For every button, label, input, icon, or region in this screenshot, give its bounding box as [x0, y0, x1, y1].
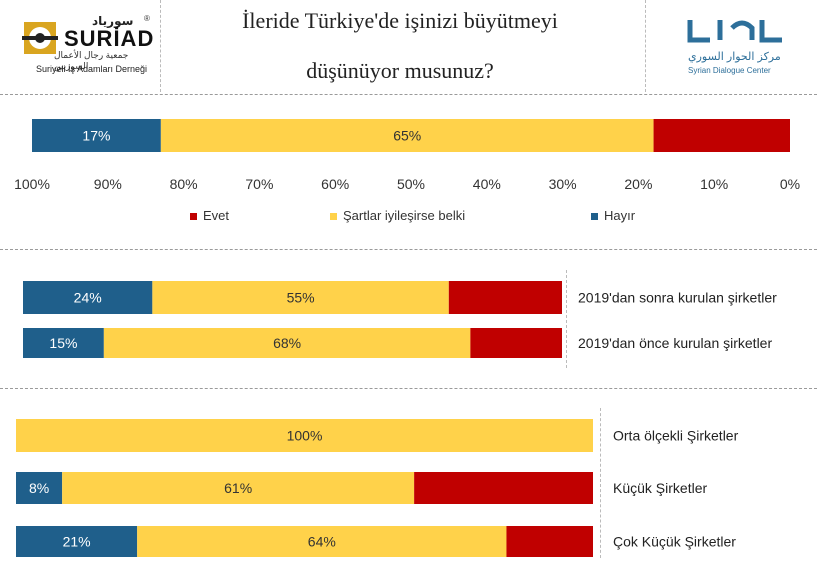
data-label-hayir: 17% [82, 128, 110, 144]
bar-segment-belki [137, 526, 507, 557]
data-label-belki: 68% [273, 335, 301, 351]
axis-tick-label: 0% [780, 176, 800, 192]
bar-segment-hayir [23, 328, 104, 358]
bar-segment-evet [448, 281, 562, 314]
data-label-belki: 65% [393, 128, 421, 144]
bar-segment-evet [653, 119, 790, 152]
suriad-mark-icon [22, 22, 58, 54]
legend-belki-swatch [330, 213, 337, 221]
category-label: Küçük Şirketler [613, 480, 707, 496]
legend-evet-label: Evet [203, 208, 230, 223]
axis-tick-label: 50% [397, 176, 425, 192]
separator-3 [0, 388, 817, 389]
data-label-belki: 64% [308, 534, 336, 550]
category-label: 2019'dan önce kurulan şirketler [578, 335, 772, 351]
suriad-arabic-sub: جمعية رجال الأعمال السوريين [54, 50, 129, 71]
data-label-hayir: 8% [29, 480, 49, 496]
axis-tick-label: 70% [245, 176, 273, 192]
data-label-evet: 17% [502, 335, 530, 351]
group3-label-divider [600, 408, 601, 558]
data-label-evet: 15% [536, 534, 564, 550]
bar-segment-evet [506, 526, 593, 557]
category-label: Orta ölçekli Şirketler [613, 428, 739, 444]
category-label: Çok Küçük Şirketler [613, 534, 736, 550]
separator-2 [0, 249, 817, 250]
suriad-arabic: سورياد [92, 14, 134, 28]
legend-evet-swatch [190, 213, 197, 221]
axis-tick-label: 80% [170, 176, 198, 192]
legend-hayir: Hayır [591, 208, 635, 223]
legend-evet: Evet [190, 208, 229, 223]
bar-segment-belki [16, 419, 593, 452]
data-label-hayir: 24% [74, 290, 102, 306]
axis-tick-label: 100% [14, 176, 50, 192]
chart-title-line1: İleride Türkiye'de işinizi büyütmeyi [242, 8, 558, 33]
bar-segment-hayir [32, 119, 161, 152]
data-label-evet: 31% [490, 480, 518, 496]
data-label-evet: 18% [708, 128, 736, 144]
header-divider-left [160, 0, 161, 92]
data-label-belki: 55% [287, 290, 315, 306]
bar-segment-belki [152, 281, 449, 314]
suriad-subtitle: Suriyeli İş Adamları Derneği [36, 64, 148, 74]
registered-mark: ® [144, 14, 150, 23]
syrian-dialogue-center-logo: مركز الحوار السوري Syrian Dialogue Cente… [680, 14, 790, 84]
data-label-belki: 61% [224, 480, 252, 496]
group2-label-divider [566, 270, 567, 368]
axis-tick-label: 20% [624, 176, 652, 192]
data-label-hayir: 21% [63, 534, 91, 550]
category-label: 2019'dan sonra kurulan şirketler [578, 290, 777, 306]
axis-tick-label: 40% [473, 176, 501, 192]
legend-belki: Şartlar iyileşirse belki [330, 208, 465, 223]
suriad-logo: سورياد ® SURİAD جمعية رجال الأعمال السور… [22, 12, 162, 82]
axis-tick-label: 90% [94, 176, 122, 192]
dialogue-center-subtitle: Syrian Dialogue Center [688, 66, 771, 75]
bar-segment-belki [160, 119, 654, 152]
dialogue-center-mark-icon [687, 20, 782, 43]
data-label-belki: 100% [287, 428, 323, 444]
separator-1 [0, 94, 817, 95]
legend-hayir-swatch [591, 213, 598, 221]
legend-hayir-label: Hayır [604, 208, 636, 223]
header-divider-right [645, 0, 646, 92]
suriad-name: SURİAD [64, 26, 155, 51]
axis-tick-label: 10% [700, 176, 728, 192]
bar-segment-evet [470, 328, 562, 358]
data-label-hayir: 15% [49, 335, 77, 351]
bar-segment-hayir [16, 472, 63, 504]
axis-tick-label: 60% [321, 176, 349, 192]
data-label-evet: 21% [491, 290, 519, 306]
chart-title-line2: düşünüyor musunuz? [306, 58, 494, 83]
bar-segment-hayir [16, 526, 138, 557]
axis-tick-label: 30% [549, 176, 577, 192]
legend-belki-label: Şartlar iyileşirse belki [343, 208, 466, 223]
dialogue-center-arabic: مركز الحوار السوري [688, 51, 781, 63]
bar-segment-belki [62, 472, 415, 504]
bar-segment-belki [103, 328, 471, 358]
bar-segment-evet [414, 472, 593, 504]
bar-segment-hayir [23, 281, 153, 314]
